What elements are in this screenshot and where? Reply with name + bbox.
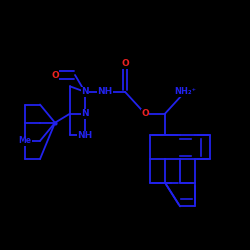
Text: N: N <box>81 87 89 96</box>
Text: NH₂⁺: NH₂⁺ <box>174 87 196 96</box>
Text: O: O <box>141 109 149 118</box>
Text: O: O <box>121 59 129 68</box>
Text: O: O <box>51 70 59 80</box>
Text: Me: Me <box>18 136 32 145</box>
Text: NH: NH <box>78 131 92 140</box>
Text: N: N <box>81 109 89 118</box>
Text: NH: NH <box>98 87 112 96</box>
